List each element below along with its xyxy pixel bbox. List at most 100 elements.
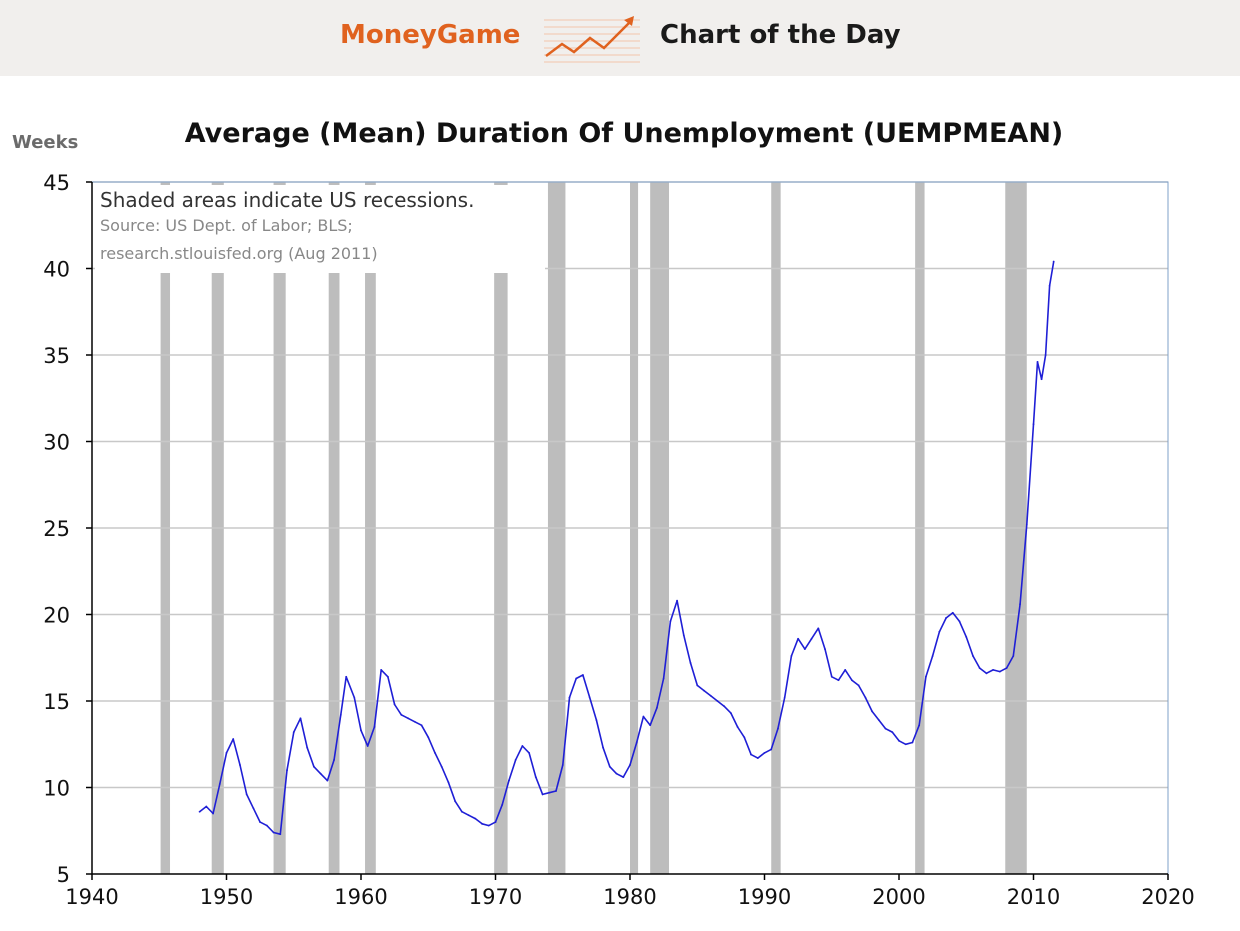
data-point xyxy=(232,738,235,740)
brand-name[interactable]: MoneyGame xyxy=(340,20,521,50)
data-point xyxy=(615,772,618,775)
data-point xyxy=(279,833,282,836)
y-tick-label: 5 xyxy=(57,863,70,887)
data-point xyxy=(669,620,672,623)
data-point xyxy=(380,668,383,671)
data-point xyxy=(494,821,497,823)
data-point xyxy=(1052,260,1055,263)
data-point xyxy=(682,634,685,637)
x-tick-label: 2000 xyxy=(872,885,925,909)
data-point xyxy=(635,741,638,744)
data-point xyxy=(541,793,544,796)
data-point xyxy=(1044,354,1047,356)
data-point xyxy=(925,675,927,678)
data-point xyxy=(884,727,887,730)
data-point xyxy=(676,599,678,602)
data-point xyxy=(656,707,658,709)
data-point xyxy=(245,793,248,796)
data-point xyxy=(481,822,483,825)
data-point xyxy=(427,736,430,739)
data-point xyxy=(723,705,726,708)
data-point xyxy=(286,769,288,772)
data-point xyxy=(985,672,988,675)
data-point xyxy=(972,655,974,657)
data-point xyxy=(555,790,557,792)
data-point xyxy=(851,679,853,682)
data-point xyxy=(830,675,833,678)
data-point xyxy=(1040,378,1043,381)
y-tick-label: 30 xyxy=(43,431,70,455)
data-point xyxy=(945,617,947,619)
data-point xyxy=(844,668,847,671)
y-tick-label: 25 xyxy=(43,517,70,541)
data-point xyxy=(339,713,342,716)
data-point xyxy=(783,696,786,699)
data-point xyxy=(622,776,625,779)
x-tick-label: 2010 xyxy=(1007,885,1060,909)
data-point xyxy=(212,812,214,815)
data-point xyxy=(345,675,348,678)
note-main: Shaded areas indicate US recessions. xyxy=(100,188,474,212)
data-point xyxy=(709,694,712,697)
data-point xyxy=(205,805,208,808)
data-point xyxy=(407,717,409,720)
data-point xyxy=(824,648,826,650)
data-point xyxy=(1036,361,1039,363)
y-tick-label: 40 xyxy=(43,258,70,282)
data-point xyxy=(474,817,477,820)
data-point xyxy=(413,720,416,723)
data-point xyxy=(528,752,531,754)
data-point xyxy=(440,765,443,768)
data-point xyxy=(1019,603,1021,606)
y-tick-label: 20 xyxy=(43,604,70,628)
data-point xyxy=(978,667,981,670)
data-point xyxy=(729,712,732,715)
y-tick-label: 35 xyxy=(43,344,70,368)
data-point xyxy=(998,670,1001,673)
data-point xyxy=(568,696,571,699)
data-point xyxy=(366,745,369,747)
data-point xyxy=(467,814,470,817)
x-tick-label: 2020 xyxy=(1141,885,1194,909)
data-point xyxy=(420,724,423,727)
data-point xyxy=(239,764,241,766)
y-tick-label: 10 xyxy=(43,777,70,801)
data-point xyxy=(602,746,604,749)
data-point xyxy=(548,791,551,794)
data-point xyxy=(864,696,867,699)
data-point xyxy=(662,677,665,680)
tick-labels: 1940 1950 1960 1970 1980 1990 2000 2010 2020 5 10 1… xyxy=(43,171,1194,909)
series-layer xyxy=(198,260,1055,836)
data-point xyxy=(918,724,921,727)
data-point xyxy=(1048,284,1051,287)
data-point xyxy=(992,668,995,671)
data-point xyxy=(871,710,873,713)
axes xyxy=(86,181,1169,880)
x-tick-label: 1950 xyxy=(200,885,253,909)
note-background xyxy=(95,185,545,273)
x-tick-label: 1940 xyxy=(65,885,118,909)
data-point xyxy=(817,627,820,630)
data-point xyxy=(447,781,450,784)
note-source-line-1: Source: US Dept. of Labor; BLS; xyxy=(100,216,353,235)
data-point xyxy=(306,746,309,749)
data-point xyxy=(837,679,840,682)
data-point xyxy=(857,684,860,687)
data-point xyxy=(588,696,591,699)
data-point xyxy=(360,729,362,732)
data-point xyxy=(487,824,490,827)
note-source-line-2: research.stlouisfed.org (Aug 2011) xyxy=(100,244,378,263)
data-point xyxy=(763,752,766,754)
data-point xyxy=(319,772,322,775)
data-point xyxy=(387,675,389,678)
data-point xyxy=(326,779,329,782)
data-point xyxy=(400,713,403,716)
data-point xyxy=(393,703,396,706)
data-point xyxy=(454,800,457,803)
data-point xyxy=(1025,523,1028,526)
data-point xyxy=(736,726,739,728)
data-point xyxy=(951,611,954,614)
x-tick-label: 1970 xyxy=(469,885,522,909)
data-point xyxy=(750,753,752,756)
data-point xyxy=(292,731,295,734)
